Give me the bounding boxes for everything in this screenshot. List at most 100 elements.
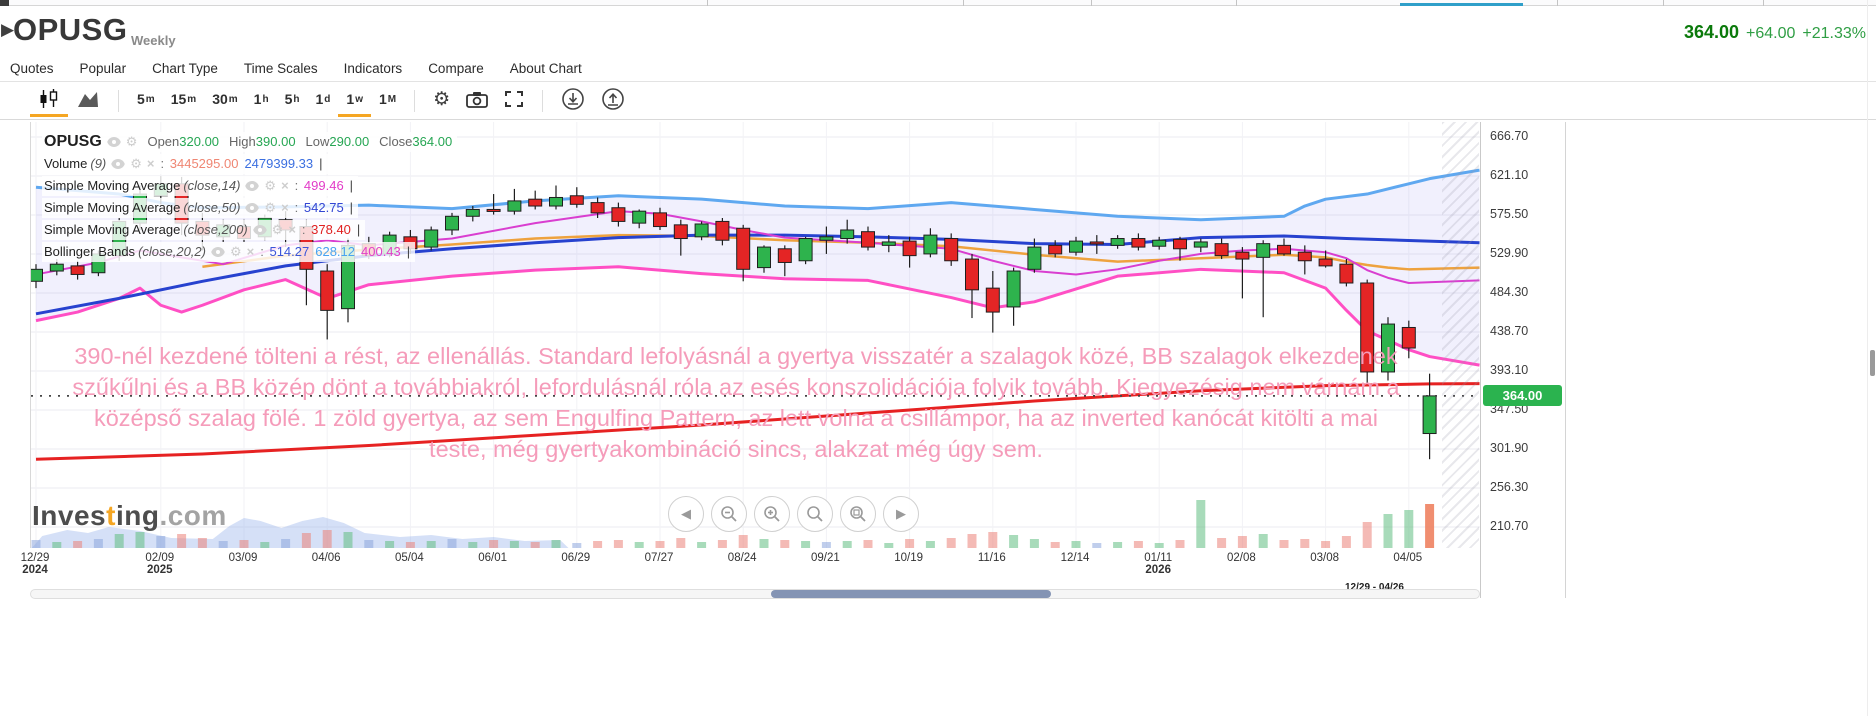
- area-chart-button[interactable]: [68, 85, 108, 117]
- gear-icon[interactable]: ⚙: [264, 200, 277, 215]
- legend-colon: :: [260, 244, 268, 259]
- legend-tail: |: [406, 244, 411, 259]
- close-icon[interactable]: ×: [146, 156, 155, 171]
- menu-item-popular[interactable]: Popular: [79, 61, 127, 76]
- close-icon[interactable]: ×: [288, 222, 296, 237]
- legend-title: Bollinger Bands: [44, 244, 136, 259]
- eye-icon[interactable]: [211, 247, 225, 257]
- tick-date: 07/27: [644, 552, 674, 564]
- legend-row: Volume (9) ⚙ ×: 3445295.00 2479399.33 |: [42, 154, 328, 174]
- timeframe-30m[interactable]: 30 m: [212, 91, 238, 107]
- pan-left-button[interactable]: ◀: [668, 496, 704, 532]
- box-zoom-icon: [850, 506, 866, 522]
- y-axis-tick: 529.90: [1490, 246, 1529, 260]
- candlestick-chart-button[interactable]: [30, 85, 68, 117]
- tab-separator: [1763, 0, 1764, 6]
- zoom-out-button[interactable]: [711, 496, 747, 532]
- indicator-value: 3445295.00: [169, 156, 239, 171]
- price-block: 364.00 +64.00 +21.33%: [1684, 22, 1866, 43]
- ohlc-label: High: [229, 134, 256, 149]
- candlestick-icon: [40, 89, 58, 108]
- close-icon[interactable]: ×: [281, 200, 289, 215]
- toolbar-separator: [542, 89, 544, 112]
- logo-text: Inves: [32, 500, 107, 531]
- gear-icon[interactable]: ⚙: [264, 178, 277, 193]
- eye-icon[interactable]: [245, 203, 260, 213]
- timeframe-15m[interactable]: 15 m: [170, 91, 197, 107]
- menu-item-chart-type[interactable]: Chart Type: [152, 61, 218, 76]
- box-zoom-button[interactable]: [840, 496, 876, 532]
- x-axis-tick: 09/21: [797, 552, 853, 564]
- menu-item-about-chart[interactable]: About Chart: [509, 61, 582, 76]
- snapshot-button[interactable]: [458, 85, 496, 117]
- eye-icon[interactable]: [245, 181, 260, 191]
- eye-icon[interactable]: [252, 225, 267, 235]
- tick-date: 12/14: [1060, 552, 1090, 564]
- x-axis-tick: 11/16: [964, 552, 1020, 564]
- save-chart-button[interactable]: [553, 85, 593, 117]
- page-scrollbar-thumb[interactable]: [1870, 350, 1875, 376]
- x-axis-tick: 10/19: [881, 552, 937, 564]
- pan-right-button[interactable]: ▶: [883, 496, 919, 532]
- y-axis-tick: 484.30: [1490, 285, 1529, 299]
- horizontal-scrollbar[interactable]: [30, 589, 1480, 599]
- price-plot[interactable]: [30, 122, 1481, 548]
- gear-icon[interactable]: ⚙: [130, 156, 142, 171]
- legend-params: (close,200): [183, 222, 248, 237]
- x-axis-tick: 06/01: [465, 552, 521, 564]
- fullscreen-button[interactable]: [496, 85, 532, 117]
- legend-tail: |: [349, 178, 354, 193]
- indicator-value: 499.46: [303, 178, 344, 193]
- symbol-title: OPUSG: [13, 12, 128, 47]
- ohlc-label: Close: [379, 134, 413, 149]
- page-scrollbar[interactable]: [1867, 0, 1876, 716]
- eye-icon[interactable]: [106, 137, 121, 147]
- eye-icon[interactable]: [111, 159, 126, 169]
- gear-icon[interactable]: ⚙: [229, 244, 242, 259]
- tick-date: 08/24: [727, 552, 757, 564]
- price-change: +64.00: [1746, 25, 1796, 42]
- tick-year: 2026: [1145, 564, 1171, 576]
- area-chart-icon: [78, 92, 98, 107]
- active-tab-underline: [1400, 3, 1523, 6]
- tick-date: 06/29: [561, 552, 591, 564]
- fullscreen-icon: [505, 91, 524, 107]
- logo-text: ing: [115, 500, 160, 531]
- toolbar-separator: [118, 89, 119, 112]
- scrollbar-thumb[interactable]: [771, 590, 1051, 598]
- zoom-in-button[interactable]: [754, 496, 790, 532]
- tick-date: 10/19: [894, 552, 923, 564]
- settings-button[interactable]: ⚙: [425, 85, 458, 117]
- gear-icon[interactable]: ⚙: [271, 222, 284, 237]
- analysis-annotation: 390-nél kezdené tölteni a rést, az ellen…: [30, 341, 1442, 465]
- zoom-reset-button[interactable]: [797, 496, 833, 532]
- menu-item-compare[interactable]: Compare: [428, 61, 484, 76]
- menu-item-time-scales[interactable]: Time Scales: [243, 61, 318, 76]
- load-chart-button[interactable]: [593, 85, 633, 117]
- menu-item-indicators[interactable]: Indicators: [343, 61, 403, 76]
- gear-icon[interactable]: ⚙: [125, 134, 138, 149]
- tick-date: 03/09: [228, 552, 258, 564]
- menu-item-quotes[interactable]: Quotes: [10, 61, 54, 76]
- price-change-percent: +21.33%: [1802, 25, 1866, 42]
- price-axis[interactable]: 364.00 666.70 621.10 575.50 529.90 484.30 438…: [1480, 122, 1566, 598]
- investing-logo: Investing.com: [32, 500, 227, 532]
- chart-canvas[interactable]: [31, 122, 1481, 548]
- tab-separator: [1091, 0, 1092, 6]
- legend-title: Simple Moving Average: [44, 222, 181, 237]
- y-axis-tick: 438.70: [1490, 324, 1529, 338]
- close-icon[interactable]: ×: [246, 244, 255, 259]
- time-axis[interactable]: 12/29 2024 02/09 2025 03/09 04/06 05/04 06/01 06…: [0, 552, 1566, 582]
- expand-panel-icon[interactable]: ▶: [1, 20, 15, 39]
- close-icon[interactable]: ×: [281, 178, 289, 193]
- ohlc-value: 320.00: [179, 134, 220, 149]
- indicator-value: 378.40: [311, 222, 351, 237]
- x-axis-tick: 08/24: [714, 552, 770, 564]
- browser-tab-strip: [0, 0, 1876, 6]
